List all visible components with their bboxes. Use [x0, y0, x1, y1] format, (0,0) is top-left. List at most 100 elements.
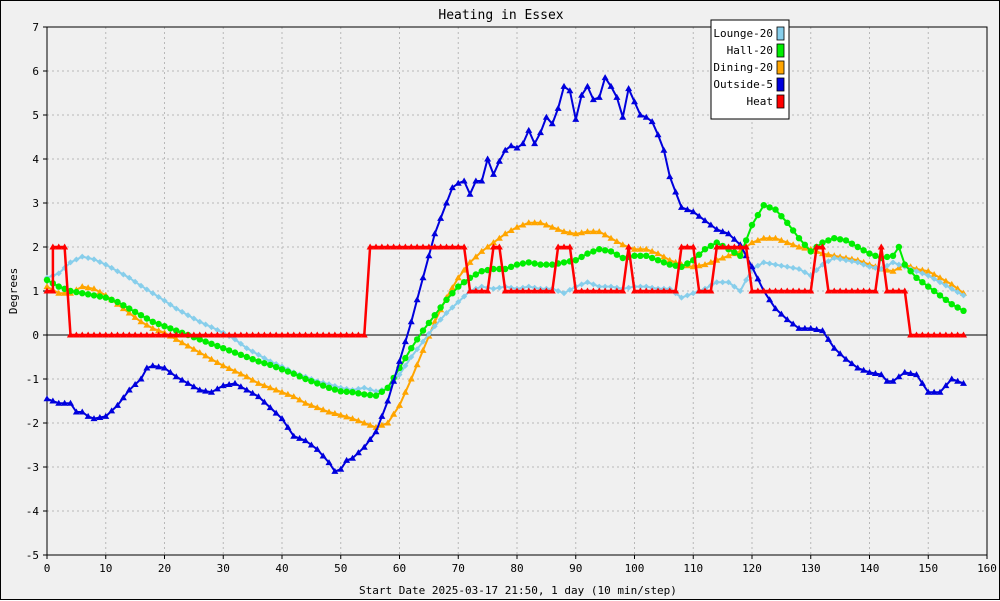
data-point-dining-20: [495, 234, 503, 241]
data-point-lounge-20: [120, 271, 127, 278]
data-point-heat: [360, 331, 368, 338]
y-tick-label: 3: [32, 197, 39, 210]
data-point-dining-20: [413, 361, 421, 368]
data-point-lounge-20: [831, 255, 838, 261]
data-point-heat: [642, 287, 650, 294]
data-point-lounge-20: [561, 290, 567, 297]
data-point-outside-5: [213, 385, 221, 392]
data-point-lounge-20: [743, 277, 750, 283]
data-point-heat: [372, 243, 380, 250]
data-point-hall-20: [249, 356, 256, 363]
data-point-lounge-20: [108, 264, 115, 271]
data-point-outside-5: [378, 412, 386, 419]
data-point-hall-20: [143, 315, 151, 322]
data-point-hall-20: [419, 327, 427, 334]
data-point-hall-20: [766, 204, 773, 211]
data-point-dining-20: [783, 239, 791, 246]
data-point-outside-5: [871, 370, 879, 376]
data-point-dining-20: [349, 415, 356, 422]
data-point-lounge-20: [942, 282, 949, 289]
data-point-heat: [883, 287, 891, 294]
data-point-hall-20: [848, 240, 856, 247]
data-point-heat: [666, 287, 674, 294]
data-point-outside-5: [390, 377, 398, 384]
data-point-heat: [225, 331, 233, 338]
data-point-heat: [307, 331, 315, 338]
data-point-dining-20: [507, 227, 515, 233]
data-point-hall-20: [278, 366, 286, 373]
data-point-outside-5: [654, 131, 662, 138]
data-point-heat: [877, 243, 885, 250]
data-point-outside-5: [307, 441, 315, 448]
data-point-hall-20: [654, 257, 662, 264]
series-group: [43, 74, 967, 474]
data-point-outside-5: [155, 363, 163, 370]
data-point-outside-5: [284, 423, 292, 430]
data-point-heat: [255, 331, 262, 338]
data-point-outside-5: [824, 335, 832, 342]
data-point-outside-5: [625, 85, 633, 92]
data-point-heat: [889, 287, 897, 294]
data-point-lounge-20: [678, 294, 685, 301]
data-point-lounge-20: [232, 336, 238, 343]
data-point-heat: [848, 287, 856, 294]
y-tick-label: -3: [26, 461, 39, 474]
data-point-lounge-20: [208, 324, 215, 331]
data-point-hall-20: [572, 257, 579, 264]
data-point-lounge-20: [67, 259, 74, 266]
data-point-hall-20: [202, 338, 209, 345]
data-point-hall-20: [737, 252, 744, 259]
y-tick-label: -4: [26, 505, 40, 518]
data-point-heat: [519, 287, 527, 294]
data-point-heat: [701, 287, 709, 294]
data-point-dining-20: [601, 231, 609, 238]
data-point-lounge-20: [643, 283, 650, 290]
x-tick-label: 140: [860, 562, 880, 575]
data-point-hall-20: [220, 345, 227, 352]
data-point-dining-20: [190, 345, 198, 352]
data-point-outside-5: [907, 370, 915, 376]
data-point-heat: [155, 331, 163, 338]
data-point-outside-5: [278, 415, 286, 422]
data-point-heat: [384, 243, 392, 250]
data-point-outside-5: [895, 373, 903, 380]
data-point-outside-5: [924, 388, 932, 395]
data-point-hall-20: [960, 307, 967, 314]
data-point-heat: [213, 331, 221, 338]
data-point-lounge-20: [837, 256, 844, 263]
data-point-outside-5: [67, 399, 74, 406]
data-point-hall-20: [261, 359, 268, 367]
data-point-dining-20: [125, 309, 133, 316]
data-point-outside-5: [901, 368, 909, 375]
data-point-heat: [419, 243, 427, 250]
data-point-hall-20: [126, 305, 133, 312]
y-tick-label: 6: [32, 65, 39, 78]
data-point-lounge-20: [960, 292, 967, 299]
data-point-lounge-20: [866, 263, 873, 270]
data-point-dining-20: [354, 417, 362, 424]
data-point-heat: [72, 331, 80, 338]
data-point-hall-20: [102, 294, 109, 301]
data-point-lounge-20: [766, 260, 773, 267]
data-point-heat: [672, 287, 680, 294]
data-point-dining-20: [936, 274, 944, 281]
data-point-hall-20: [584, 250, 591, 257]
data-point-lounge-20: [455, 299, 462, 305]
data-point-heat: [49, 243, 57, 250]
data-point-heat: [725, 243, 732, 250]
data-point-lounge-20: [590, 281, 597, 288]
data-point-outside-5: [108, 407, 116, 414]
data-point-hall-20: [836, 236, 844, 243]
data-point-outside-5: [519, 140, 527, 147]
data-point-heat: [337, 331, 345, 338]
data-point-heat: [930, 331, 938, 338]
data-point-lounge-20: [55, 270, 62, 277]
data-point-outside-5: [960, 379, 967, 386]
data-point-heat: [366, 243, 374, 250]
data-point-outside-5: [730, 235, 738, 242]
data-point-outside-5: [525, 126, 533, 133]
data-point-hall-20: [713, 239, 720, 246]
y-tick-label: 4: [32, 153, 39, 166]
data-point-hall-20: [801, 241, 809, 248]
data-point-dining-20: [96, 288, 104, 295]
